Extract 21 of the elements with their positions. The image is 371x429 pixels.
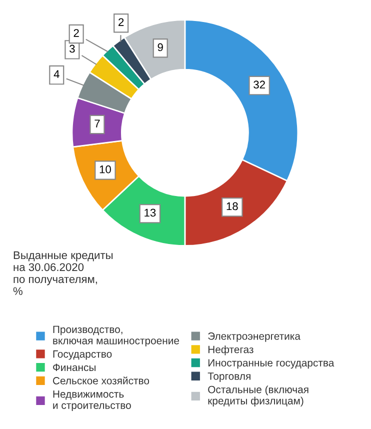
legend-label: Нефтегаз xyxy=(208,346,254,356)
data-label: 9 xyxy=(158,43,163,52)
data-label: 18 xyxy=(226,202,238,210)
data-label: 2 xyxy=(74,29,79,37)
legend-label: Финансы xyxy=(53,364,96,372)
data-label: 4 xyxy=(54,70,60,78)
legend-label: Государство xyxy=(53,350,112,360)
legend-label: Электроэнергетика xyxy=(208,332,300,342)
data-label: 2 xyxy=(118,18,124,26)
legend-label: Торговля xyxy=(208,372,250,382)
legend-label: Сельское хозяйство xyxy=(53,376,150,384)
legend-label: Иностранные государства xyxy=(208,359,334,369)
legend-label: Остальные (включая кредиты физлицам) xyxy=(208,386,308,407)
data-label: 13 xyxy=(144,208,156,217)
data-label: 32 xyxy=(254,80,265,89)
legend-label: Недвижимость и строительство xyxy=(53,390,131,412)
data-label: 7 xyxy=(94,120,100,128)
text: Выданные кредиты на 30.06.2020 по получателям, % xyxy=(13,251,113,295)
data-label: 3 xyxy=(70,44,75,53)
legend-label: Производство, включая машиностроение xyxy=(53,326,180,346)
data-label: 10 xyxy=(100,165,111,174)
